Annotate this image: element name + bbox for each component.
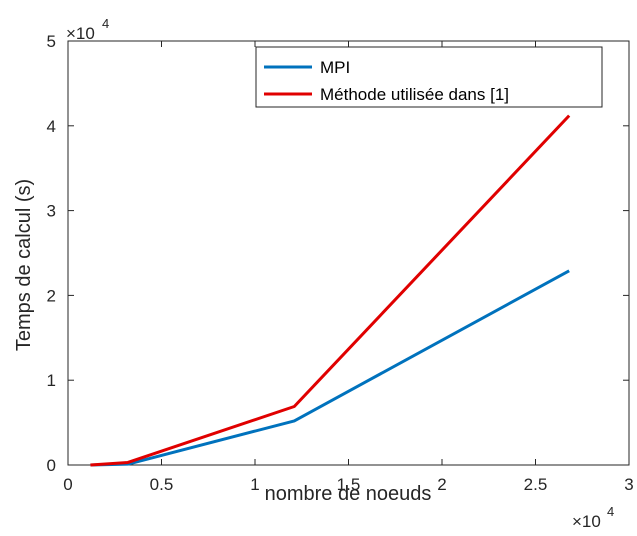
y-tick-label: 0 bbox=[47, 456, 56, 475]
y-axis-label: Temps de calcul (s) bbox=[13, 179, 35, 351]
x-exponent-base: ×10 bbox=[572, 512, 601, 531]
y-tick-label: 2 bbox=[47, 286, 56, 305]
y-tick-label: 3 bbox=[47, 202, 56, 221]
x-exponent-power: 4 bbox=[607, 504, 614, 519]
legend-label-mpi: MPI bbox=[320, 58, 350, 77]
legend-box bbox=[255, 46, 603, 108]
x-axis-label: nombre de noeuds bbox=[265, 483, 432, 505]
y-tick-label: 4 bbox=[47, 117, 56, 136]
plot-area: 0 0.5 1 1.5 2 2.5 3 0 1 2 3 4 5 bbox=[47, 32, 634, 494]
y-axis-ticks: 0 1 2 3 4 5 bbox=[47, 32, 629, 475]
x-tick-label: 3 bbox=[624, 475, 633, 494]
x-axis-ticks: 0 0.5 1 1.5 2 2.5 3 bbox=[63, 41, 634, 494]
x-tick-label: 2 bbox=[437, 475, 446, 494]
series-layer bbox=[90, 114, 571, 467]
x-tick-label: 0 bbox=[63, 475, 72, 494]
x-tick-label: 2.5 bbox=[524, 475, 548, 494]
y-exponent-base: ×10 bbox=[66, 24, 95, 43]
y-exponent-power: 4 bbox=[102, 16, 109, 31]
y-tick-label: 5 bbox=[47, 32, 56, 51]
series-line-methode bbox=[90, 114, 571, 467]
legend-label-methode: Méthode utilisée dans [1] bbox=[320, 85, 509, 104]
legend: MPI Méthode utilisée dans [1] bbox=[255, 46, 603, 108]
axes-box bbox=[67, 40, 630, 466]
x-axis-exponent: ×10 4 bbox=[572, 504, 614, 531]
y-tick-label: 1 bbox=[47, 371, 56, 390]
x-tick-label: 1.5 bbox=[337, 475, 361, 494]
x-tick-label: 0.5 bbox=[150, 475, 174, 494]
y-axis-exponent: ×10 4 bbox=[66, 16, 109, 43]
x-tick-label: 1 bbox=[250, 475, 259, 494]
